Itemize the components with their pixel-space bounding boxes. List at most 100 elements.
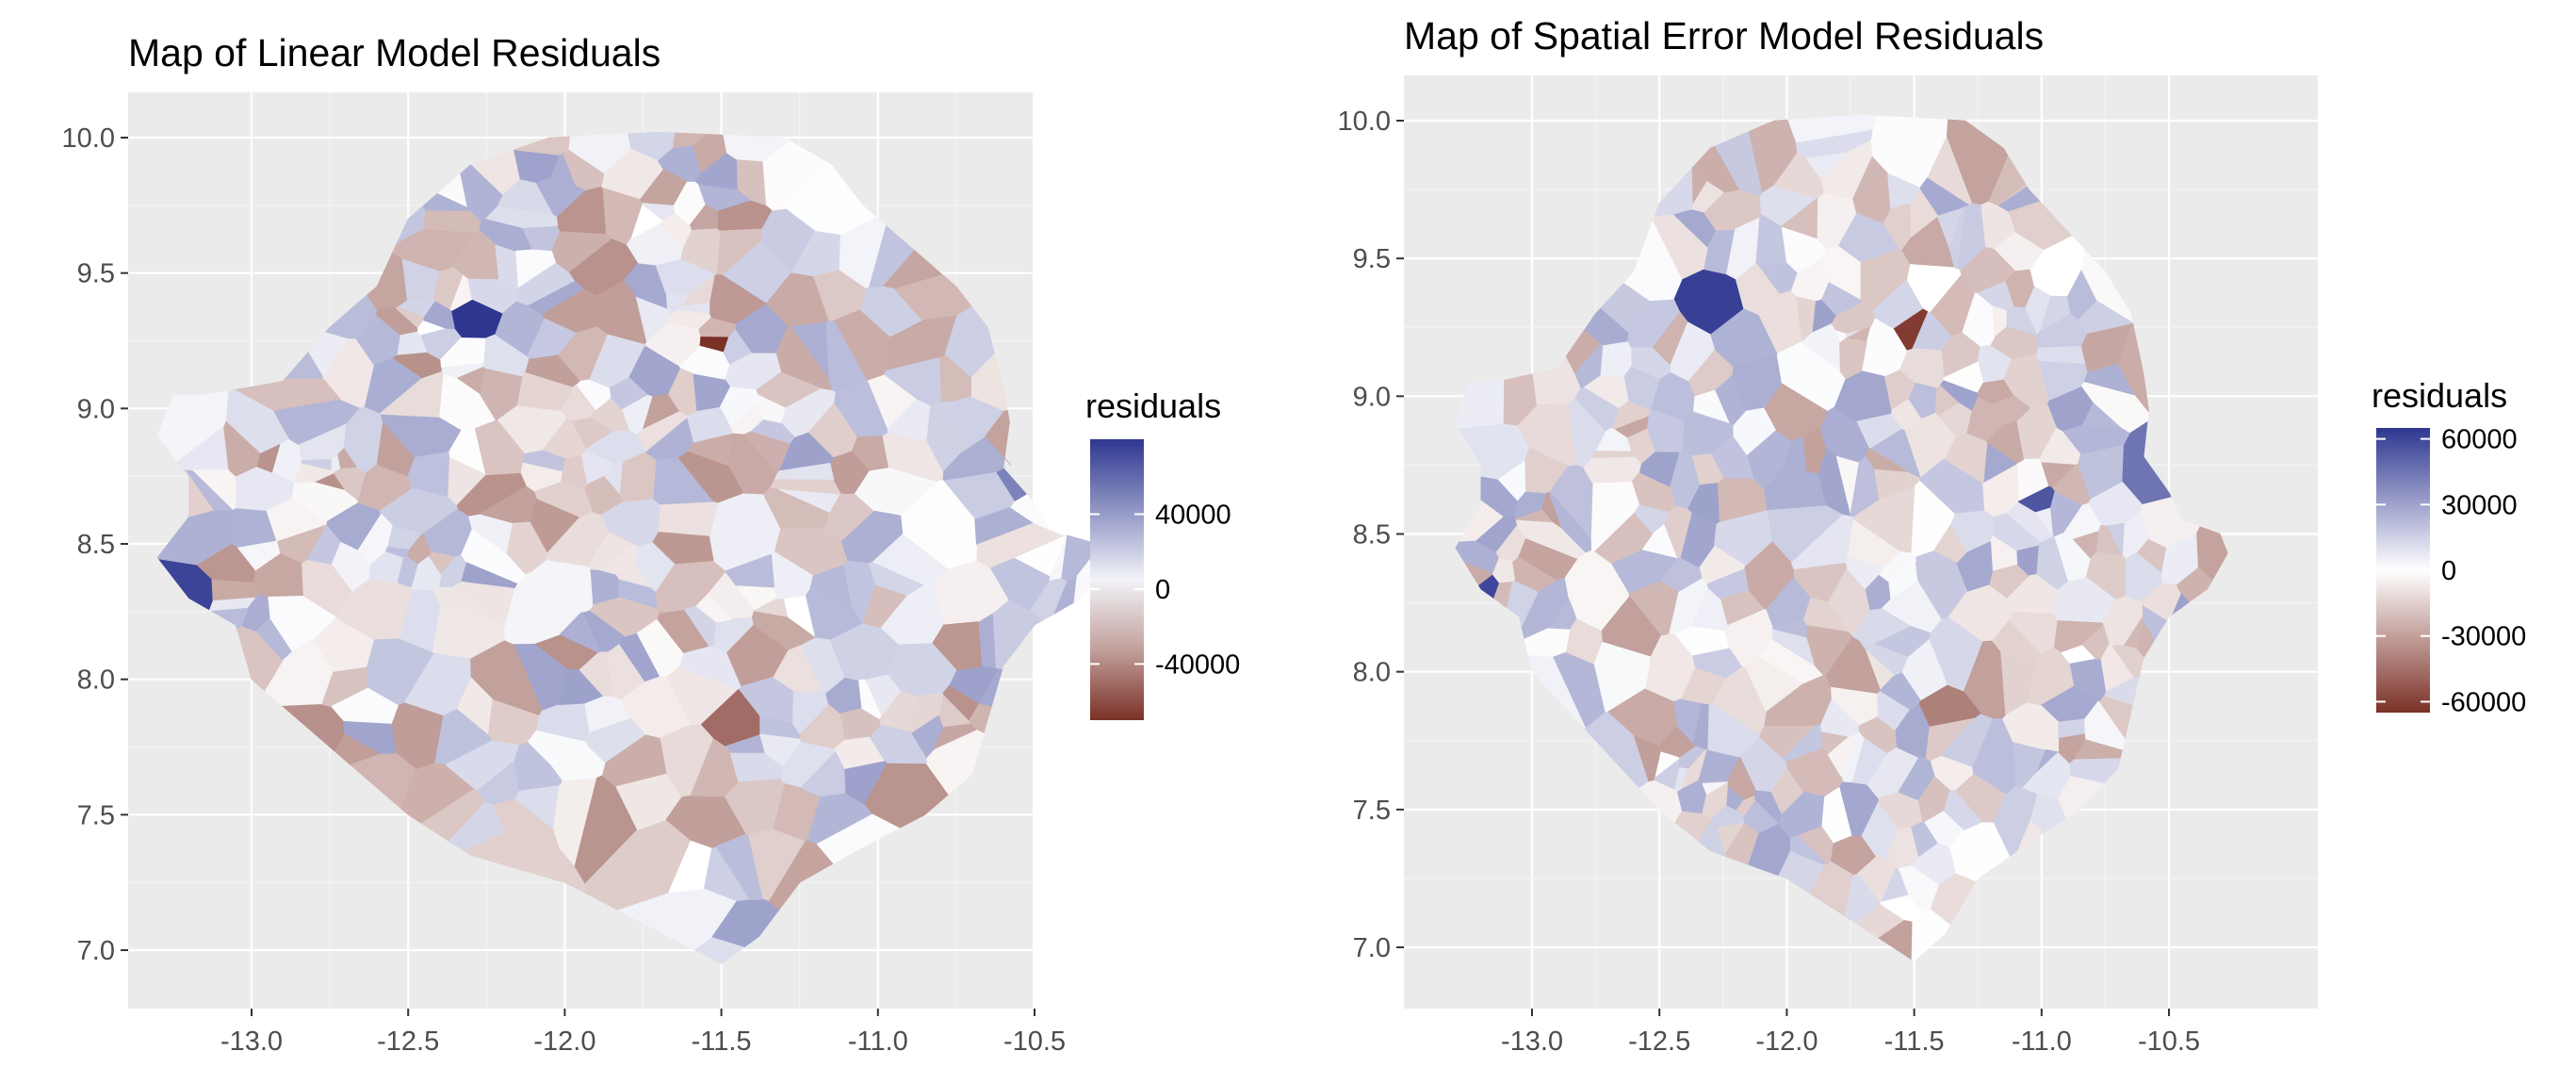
map-region — [2030, 794, 2066, 833]
map-region — [1702, 781, 1728, 819]
map-region — [461, 528, 526, 583]
map-region — [1818, 449, 1850, 517]
map-region — [1790, 258, 1829, 302]
map-region — [380, 414, 462, 457]
map-region — [666, 666, 739, 726]
map-region — [1865, 574, 1891, 611]
y-tick-label: 8.5 — [1353, 520, 1391, 550]
legend: residuals 60000 30000 0 -30000 -60000 — [2372, 376, 2526, 717]
y-tick-label: 7.0 — [1353, 933, 1391, 963]
map-region — [440, 337, 486, 368]
map-region — [715, 833, 763, 901]
map-region — [683, 605, 717, 647]
map-region — [1962, 292, 1995, 347]
map-region — [536, 702, 590, 742]
x-tick-label: -12.5 — [377, 1027, 439, 1057]
map-region — [626, 223, 684, 266]
legend-label: 40000 — [1155, 500, 1231, 530]
map-region — [1777, 792, 1825, 838]
map-region — [542, 418, 587, 459]
map-region — [1584, 712, 1649, 789]
x-axis: -13.0 -12.5 -12.0 -11.5 -11.0 -10.5 — [220, 1009, 1066, 1057]
map-region — [1631, 472, 1676, 512]
map-region — [2122, 420, 2172, 504]
map-region — [331, 541, 370, 592]
map-region — [1524, 628, 1571, 657]
map-region — [514, 742, 562, 791]
chart-title: Map of Linear Model Residuals — [128, 31, 660, 74]
y-axis: 7.0 7.5 8.0 8.5 9.0 9.5 10.0 — [62, 123, 128, 966]
map-region — [253, 552, 303, 598]
map-region — [1478, 574, 1499, 599]
map-region — [1908, 382, 1937, 419]
map-region — [1937, 402, 1973, 437]
map-region — [590, 569, 619, 605]
map-region — [858, 679, 882, 720]
y-tick-label: 7.5 — [1353, 796, 1391, 826]
map-region — [366, 638, 434, 706]
residual-map — [1455, 114, 2228, 962]
map-region — [256, 443, 281, 473]
map-region — [1455, 380, 1505, 429]
x-tick-label: -11.5 — [1884, 1027, 1945, 1057]
map-region — [357, 465, 413, 511]
y-tick-label: 10.0 — [1338, 107, 1391, 137]
map-region — [1857, 856, 1897, 903]
map-region — [2036, 748, 2059, 772]
map-region — [580, 450, 614, 485]
map-region — [1714, 510, 1772, 567]
map-region — [558, 668, 603, 706]
map-region — [751, 611, 816, 650]
map-region — [658, 501, 719, 536]
map-region — [1912, 843, 1956, 885]
map-region — [716, 228, 762, 275]
map-region — [1583, 455, 1642, 484]
map-region — [1893, 308, 1929, 351]
map-region — [1640, 523, 1677, 558]
map-region — [1599, 340, 1633, 378]
map-region — [1865, 448, 1909, 472]
map-region — [1787, 114, 1878, 143]
map-region — [1673, 269, 1744, 335]
map-region — [1714, 131, 1763, 197]
map-region — [2084, 700, 2126, 750]
map-region — [342, 720, 397, 754]
map-region — [637, 411, 688, 453]
map-region — [514, 136, 570, 156]
map-region — [758, 394, 786, 423]
map-region — [191, 469, 236, 511]
map-region — [2125, 551, 2162, 601]
map-region — [1831, 303, 1876, 334]
map-region — [883, 356, 941, 406]
map-region — [480, 369, 523, 420]
map-region — [1014, 535, 1067, 577]
map-region — [1851, 486, 1916, 553]
map-region — [635, 296, 670, 342]
colorbar-ticks: 60000 30000 0 -30000 -60000 — [2376, 425, 2526, 717]
map-region — [2100, 644, 2134, 692]
map-region — [1839, 337, 1867, 380]
map-region — [1659, 726, 1696, 758]
map-region — [756, 371, 822, 409]
map-region — [392, 229, 475, 271]
y-axis: 7.0 7.5 8.0 8.5 9.0 9.5 10.0 — [1338, 107, 1404, 963]
legend-label: -40000 — [1155, 649, 1240, 680]
map-region — [1764, 383, 1829, 442]
map-region — [1855, 904, 1904, 939]
map-region — [774, 463, 835, 480]
map-region — [420, 788, 485, 842]
map-region — [700, 689, 760, 747]
chart-title: Map of Spatial Error Model Residuals — [1404, 14, 2044, 57]
map-region — [2017, 485, 2055, 513]
y-tick-label: 8.0 — [77, 665, 115, 696]
x-axis: -13.0 -12.5 -12.0 -11.5 -11.0 -10.5 — [1501, 1009, 2200, 1057]
map-region — [1515, 519, 1586, 560]
map-region — [1682, 411, 1734, 456]
legend-label: 0 — [2441, 556, 2456, 586]
map-region — [766, 272, 829, 326]
colorbar-ticks: 40000 0 -40000 — [1090, 500, 1240, 680]
x-tick-label: -11.0 — [848, 1027, 908, 1057]
map-region — [868, 224, 915, 288]
map-region — [210, 607, 249, 630]
map-region — [1977, 379, 2014, 404]
